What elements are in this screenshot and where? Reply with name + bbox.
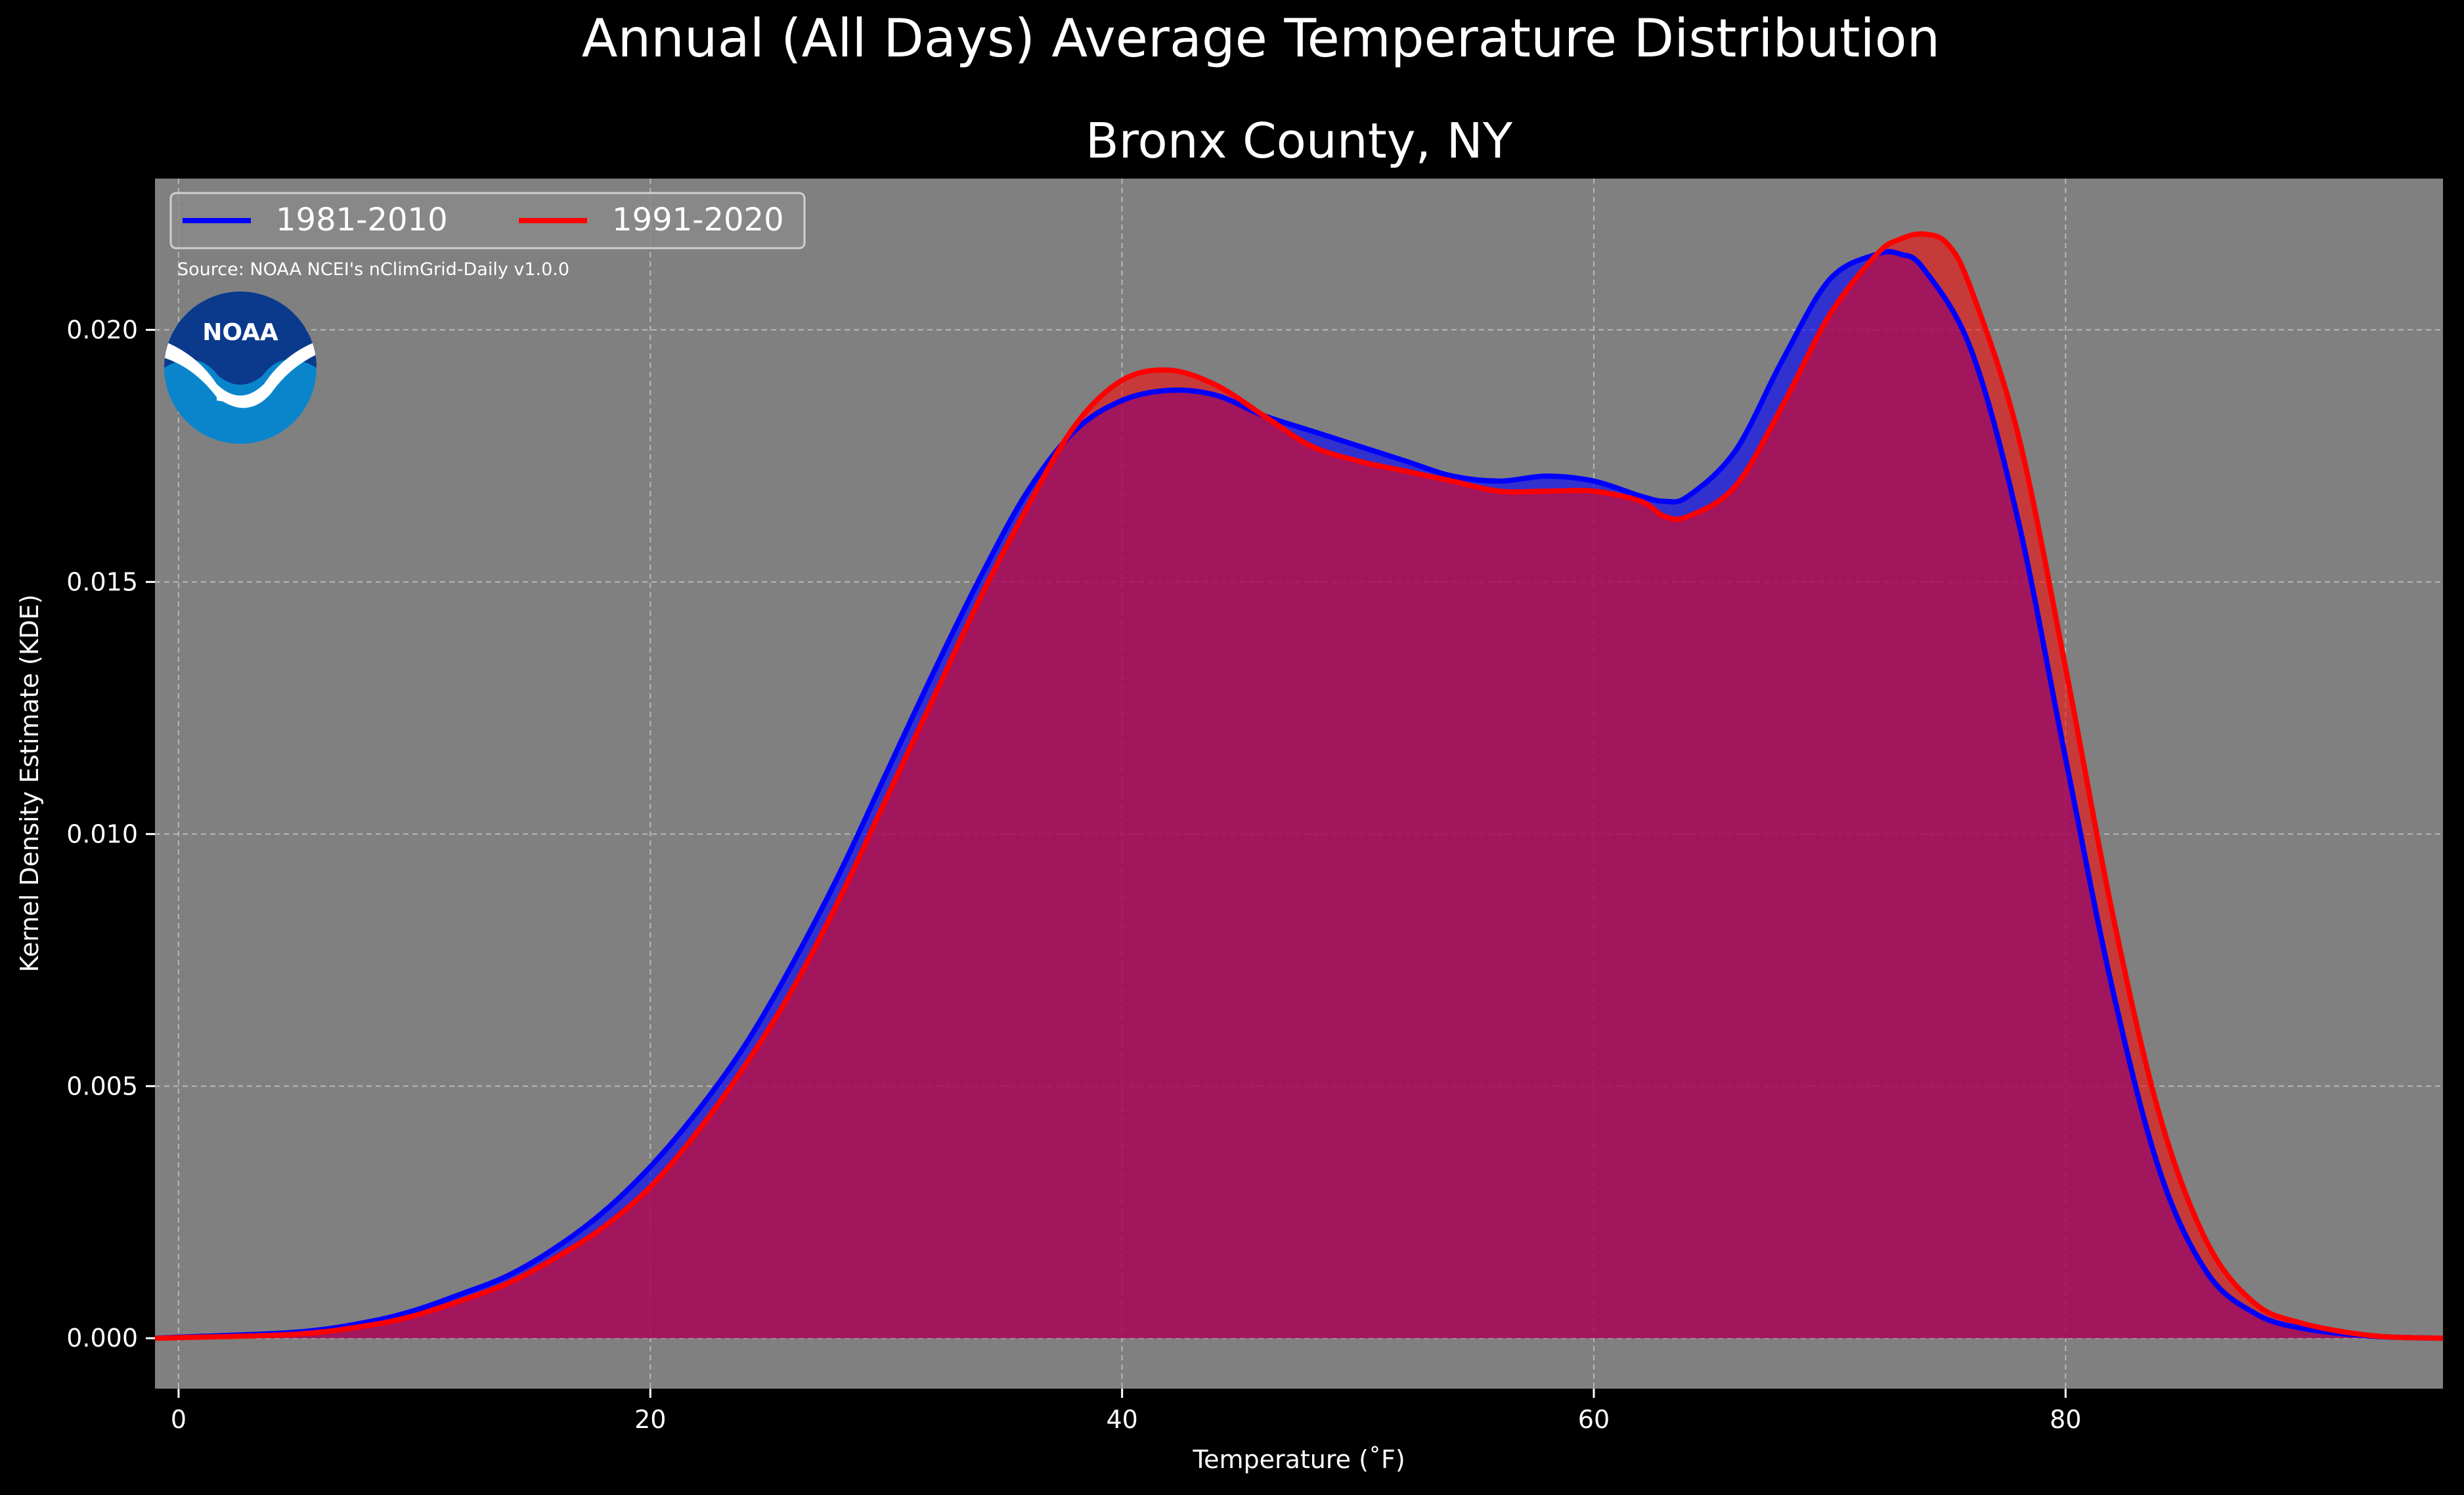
series-1981-2010-line [155,249,2443,1341]
logo-seagull [164,341,317,408]
legend-label-1981-2010: 1981-2010 [276,202,448,238]
y-tick-label: 0.005 [66,1072,138,1100]
legend-box [169,192,806,249]
y-axis-ticks: 0.000 0.005 0.010 0.015 0.020 [66,315,155,1353]
y-tick-label: 0.020 [66,315,138,344]
legend-label-1991-2020: 1991-2020 [612,202,784,238]
y-axis-label: Kernel Density Estimate (KDE) [15,594,44,972]
series-layer [155,231,2443,1341]
x-tick-label: 60 [1578,1405,1610,1434]
x-tick-label: 40 [1106,1405,1137,1434]
logo-seagull-tail [217,387,276,402]
y-tick-label: 0.000 [66,1324,138,1353]
noaa-logo: NOAA [164,292,317,444]
legend: 1981-2010 1991-2020 [169,192,806,249]
figure-suptitle: Annual (All Days) Average Temperature Di… [582,8,1940,69]
source-note: Source: NOAA NCEI's nClimGrid-Daily v1.0… [177,259,569,280]
series-1991-2020-area [155,234,2443,1339]
logo-text: NOAA [202,319,278,346]
x-axis-label: Temperature (˚F) [1192,1445,1405,1474]
y-tick-label: 0.010 [66,819,138,848]
x-tick-label: 20 [634,1405,666,1434]
x-tick-label: 0 [171,1405,187,1434]
series-1991-2020-line [155,231,2443,1341]
x-tick-label: 80 [2050,1405,2081,1434]
chart-title: Bronx County, NY [1086,113,1513,169]
logo-sky [164,292,317,385]
x-axis-ticks: 0 20 40 60 80 [171,1389,2081,1434]
y-tick-label: 0.015 [66,567,138,596]
